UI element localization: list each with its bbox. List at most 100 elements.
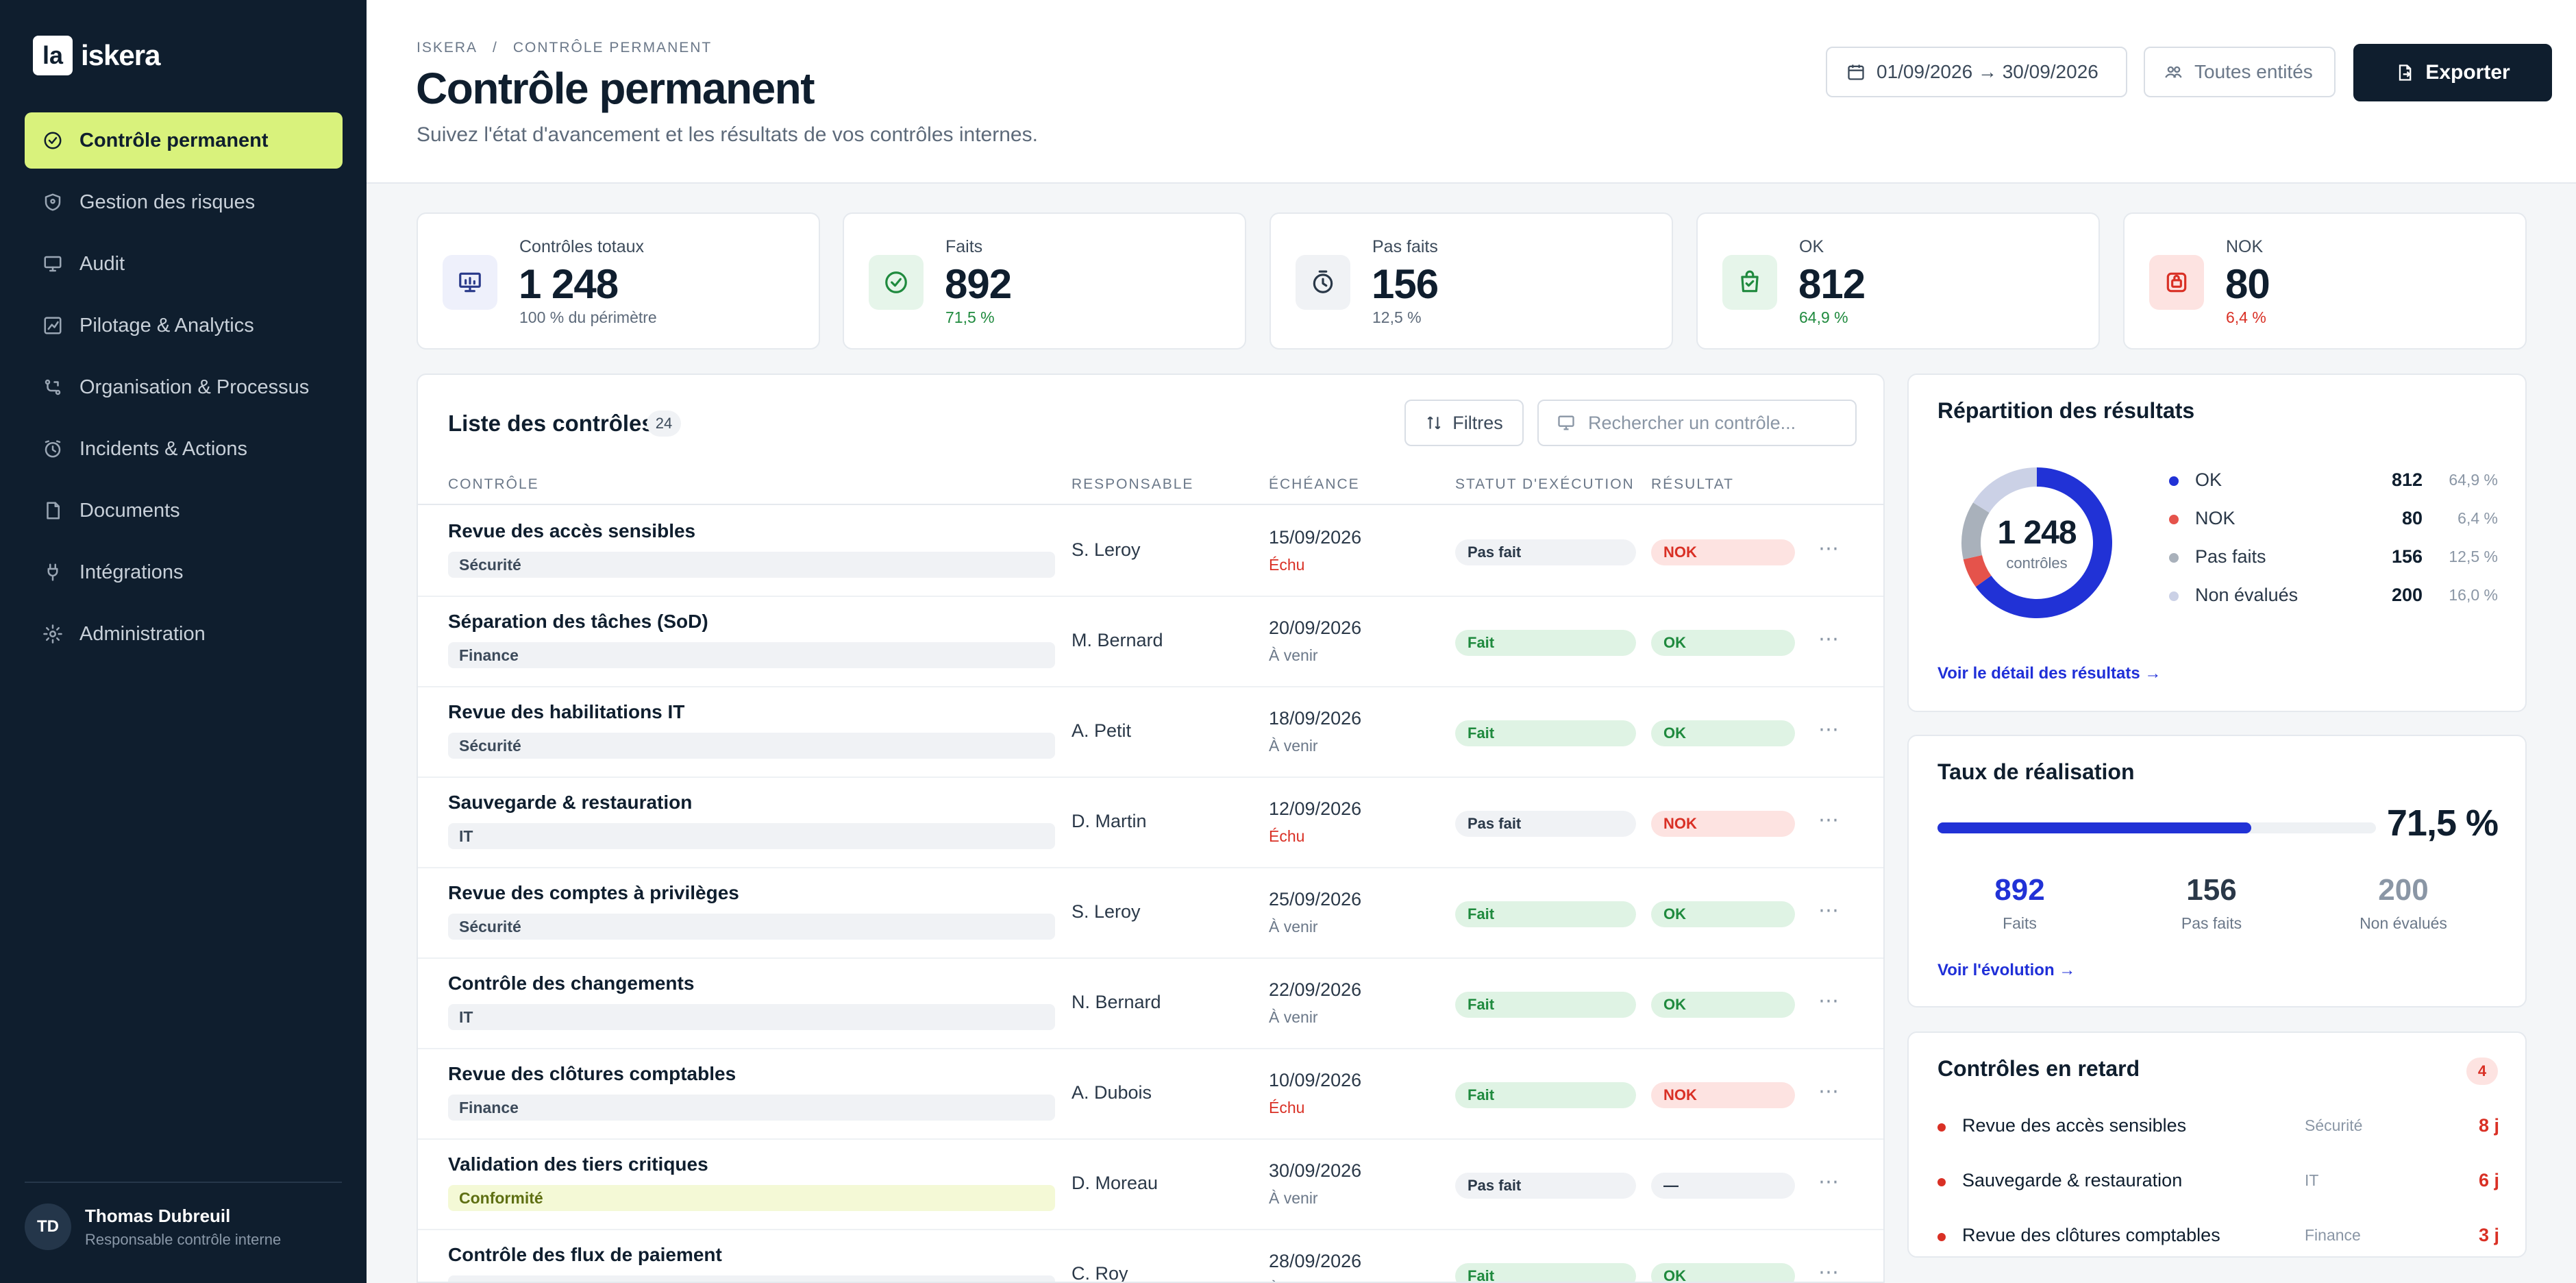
results-panel: Répartition des résultats 1 248 contrôle… — [1907, 374, 2527, 712]
filters-button[interactable]: Filtres — [1404, 400, 1524, 446]
table-row[interactable]: Revue des comptes à privilèges Sécurité S.… — [418, 868, 1883, 959]
due-date: 10/09/2026 — [1269, 1070, 1362, 1090]
donut-slice[interactable] — [1973, 467, 2037, 513]
due-date: 30/09/2026 — [1269, 1160, 1362, 1181]
sidebar-item-4[interactable]: Pilotage & Analytics — [25, 297, 343, 354]
category-tag: Sécurité — [448, 914, 1055, 940]
entities-label: Toutes entités — [2194, 61, 2313, 82]
header-result[interactable]: RÉSULTAT — [1651, 476, 1735, 492]
control-name[interactable]: Contrôle des changements — [448, 973, 695, 994]
header-status[interactable]: STATUT D'EXÉCUTION — [1455, 476, 1635, 492]
more-actions-icon[interactable]: ⋯ — [1818, 537, 1840, 560]
legend-item[interactable]: NOK 80 6,4 % — [2169, 506, 2498, 545]
more-actions-icon[interactable]: ⋯ — [1818, 1080, 1840, 1103]
donut-slice[interactable] — [1961, 502, 1990, 560]
kpi-card[interactable]: OK 812 64,9 % — [1696, 212, 2100, 350]
sidebar-item-5[interactable]: Organisation & Processus — [25, 359, 343, 415]
legend-item[interactable]: Pas faits 156 12,5 % — [2169, 545, 2498, 583]
due-state: À venir — [1269, 918, 1318, 936]
kpi-label: OK — [1799, 237, 1824, 256]
late-control-item[interactable]: Revue des accès sensibles Sécurité 8 j — [1937, 1115, 2499, 1156]
entities-button[interactable]: Toutes entités — [2144, 47, 2336, 97]
late-title: Contrôles en retard — [1937, 1056, 2140, 1081]
sidebar-item-9[interactable]: Administration — [25, 606, 343, 662]
kpi-sub: 64,9 % — [1799, 308, 1848, 326]
more-actions-icon[interactable]: ⋯ — [1818, 990, 1840, 1012]
more-actions-icon[interactable]: ⋯ — [1818, 1171, 1840, 1193]
sidebar-item-7[interactable]: Documents — [25, 482, 343, 539]
donut-slice[interactable] — [1963, 555, 1992, 587]
more-actions-icon[interactable]: ⋯ — [1818, 1261, 1840, 1283]
stat-value: 200 — [2378, 873, 2429, 907]
kpi-card[interactable]: NOK 80 6,4 % — [2123, 212, 2527, 350]
table-row[interactable]: Revue des habilitations IT Sécurité A. Pet… — [418, 687, 1883, 778]
kpi-card[interactable]: Pas faits 156 12,5 % — [1270, 212, 1673, 350]
kpi-label: Pas faits — [1372, 237, 1438, 256]
table-row[interactable]: Validation des tiers critiques Conformité… — [418, 1140, 1883, 1230]
sidebar-nav: Contrôle permanent Gestion des risques Aud… — [25, 112, 343, 668]
sidebar-item-label: Documents — [79, 499, 180, 522]
document-icon — [41, 499, 64, 522]
table-row[interactable]: Séparation des tâches (SoD) Finance M. Ber… — [418, 597, 1883, 687]
sidebar-item-3[interactable]: Audit — [25, 236, 343, 292]
kpi-card[interactable]: Faits 892 71,5 % — [843, 212, 1246, 350]
late-control-category: IT — [2305, 1171, 2319, 1189]
export-button[interactable]: Exporter — [2353, 44, 2552, 101]
sidebar-item-6[interactable]: Incidents & Actions — [25, 421, 343, 477]
header-due[interactable]: ÉCHÉANCE — [1269, 476, 1360, 492]
control-name[interactable]: Séparation des tâches (SoD) — [448, 611, 708, 632]
late-control-item[interactable]: Sauvegarde & restauration IT 6 j — [1937, 1170, 2499, 1211]
search-placeholder: Rechercher un contrôle... — [1588, 412, 1796, 433]
late-control-item[interactable]: Revue des clôtures comptables Finance 3 j — [1937, 1225, 2499, 1266]
control-name[interactable]: Validation des tiers critiques — [448, 1153, 708, 1175]
user-role: Responsable contrôle interne — [85, 1230, 282, 1248]
category-tag: Conformité — [448, 1185, 1055, 1211]
more-actions-icon[interactable]: ⋯ — [1818, 899, 1840, 922]
kpi-card[interactable]: Contrôles totaux 1 248 100 % du périmètre — [417, 212, 820, 350]
logo[interactable]: la iskera — [33, 36, 160, 75]
breadcrumb-root[interactable]: ISKERA — [417, 40, 478, 56]
header-control[interactable]: CONTRÔLE — [448, 476, 539, 492]
legend-item[interactable]: OK 812 64,9 % — [2169, 468, 2498, 506]
due-date: 28/09/2026 — [1269, 1251, 1362, 1271]
control-name[interactable]: Revue des accès sensibles — [448, 520, 696, 541]
control-name[interactable]: Revue des comptes à privilèges — [448, 882, 739, 903]
header-owner[interactable]: RESPONSABLE — [1072, 476, 1194, 492]
kpi-label: Contrôles totaux — [519, 237, 645, 256]
sidebar-item-1[interactable]: Contrôle permanent — [25, 112, 343, 169]
legend-value: 812 — [2391, 469, 2423, 490]
due-date: 20/09/2026 — [1269, 618, 1362, 638]
results-detail-link[interactable]: Voir le détail des résultats → — [1937, 664, 2162, 683]
more-actions-icon[interactable]: ⋯ — [1818, 809, 1840, 831]
control-name[interactable]: Revue des habilitations IT — [448, 701, 685, 722]
legend-item[interactable]: Non évalués 200 16,0 % — [2169, 583, 2498, 622]
more-actions-icon[interactable]: ⋯ — [1818, 718, 1840, 741]
legend-percent: 16,0 % — [2449, 586, 2498, 604]
category-tag: Sécurité — [448, 552, 1055, 578]
completion-stat: 200 Non évalués — [2321, 873, 2486, 933]
search-input[interactable]: Rechercher un contrôle... — [1537, 400, 1857, 446]
legend-name: Pas faits — [2195, 546, 2266, 567]
table-row[interactable]: Contrôle des flux de paiement Finance C. R… — [418, 1230, 1883, 1283]
sidebar-item-8[interactable]: Intégrations — [25, 544, 343, 600]
table-row[interactable]: Revue des accès sensibles Sécurité S. Lero… — [418, 506, 1883, 597]
control-name[interactable]: Sauvegarde & restauration — [448, 792, 693, 813]
owner: S. Leroy — [1072, 539, 1141, 560]
control-name[interactable]: Revue des clôtures comptables — [448, 1063, 736, 1084]
status-badge: Fait — [1455, 1082, 1636, 1108]
table-row[interactable]: Revue des clôtures comptables Finance A. D… — [418, 1049, 1883, 1140]
status-badge: Pas fait — [1455, 539, 1636, 565]
flow-icon — [41, 376, 64, 399]
sidebar-item-2[interactable]: Gestion des risques — [25, 174, 343, 230]
table-row[interactable]: Sauvegarde & restauration IT D. Martin 12/0… — [418, 778, 1883, 868]
control-name[interactable]: Contrôle des flux de paiement — [448, 1244, 722, 1265]
completion-evolution-link[interactable]: Voir l'évolution → — [1937, 961, 2076, 979]
kpi-sub: 12,5 % — [1372, 308, 1422, 326]
kpi-label: NOK — [2226, 237, 2264, 256]
legend-percent: 64,9 % — [2449, 471, 2498, 489]
user-profile[interactable]: TD Thomas Dubreuil Responsable contrôle … — [25, 1203, 281, 1250]
result-badge: NOK — [1651, 539, 1795, 565]
date-range-button[interactable]: 01/09/2026 → 30/09/2026 — [1826, 47, 2127, 97]
table-row[interactable]: Contrôle des changements IT N. Bernard 22/0… — [418, 959, 1883, 1049]
more-actions-icon[interactable]: ⋯ — [1818, 628, 1840, 650]
